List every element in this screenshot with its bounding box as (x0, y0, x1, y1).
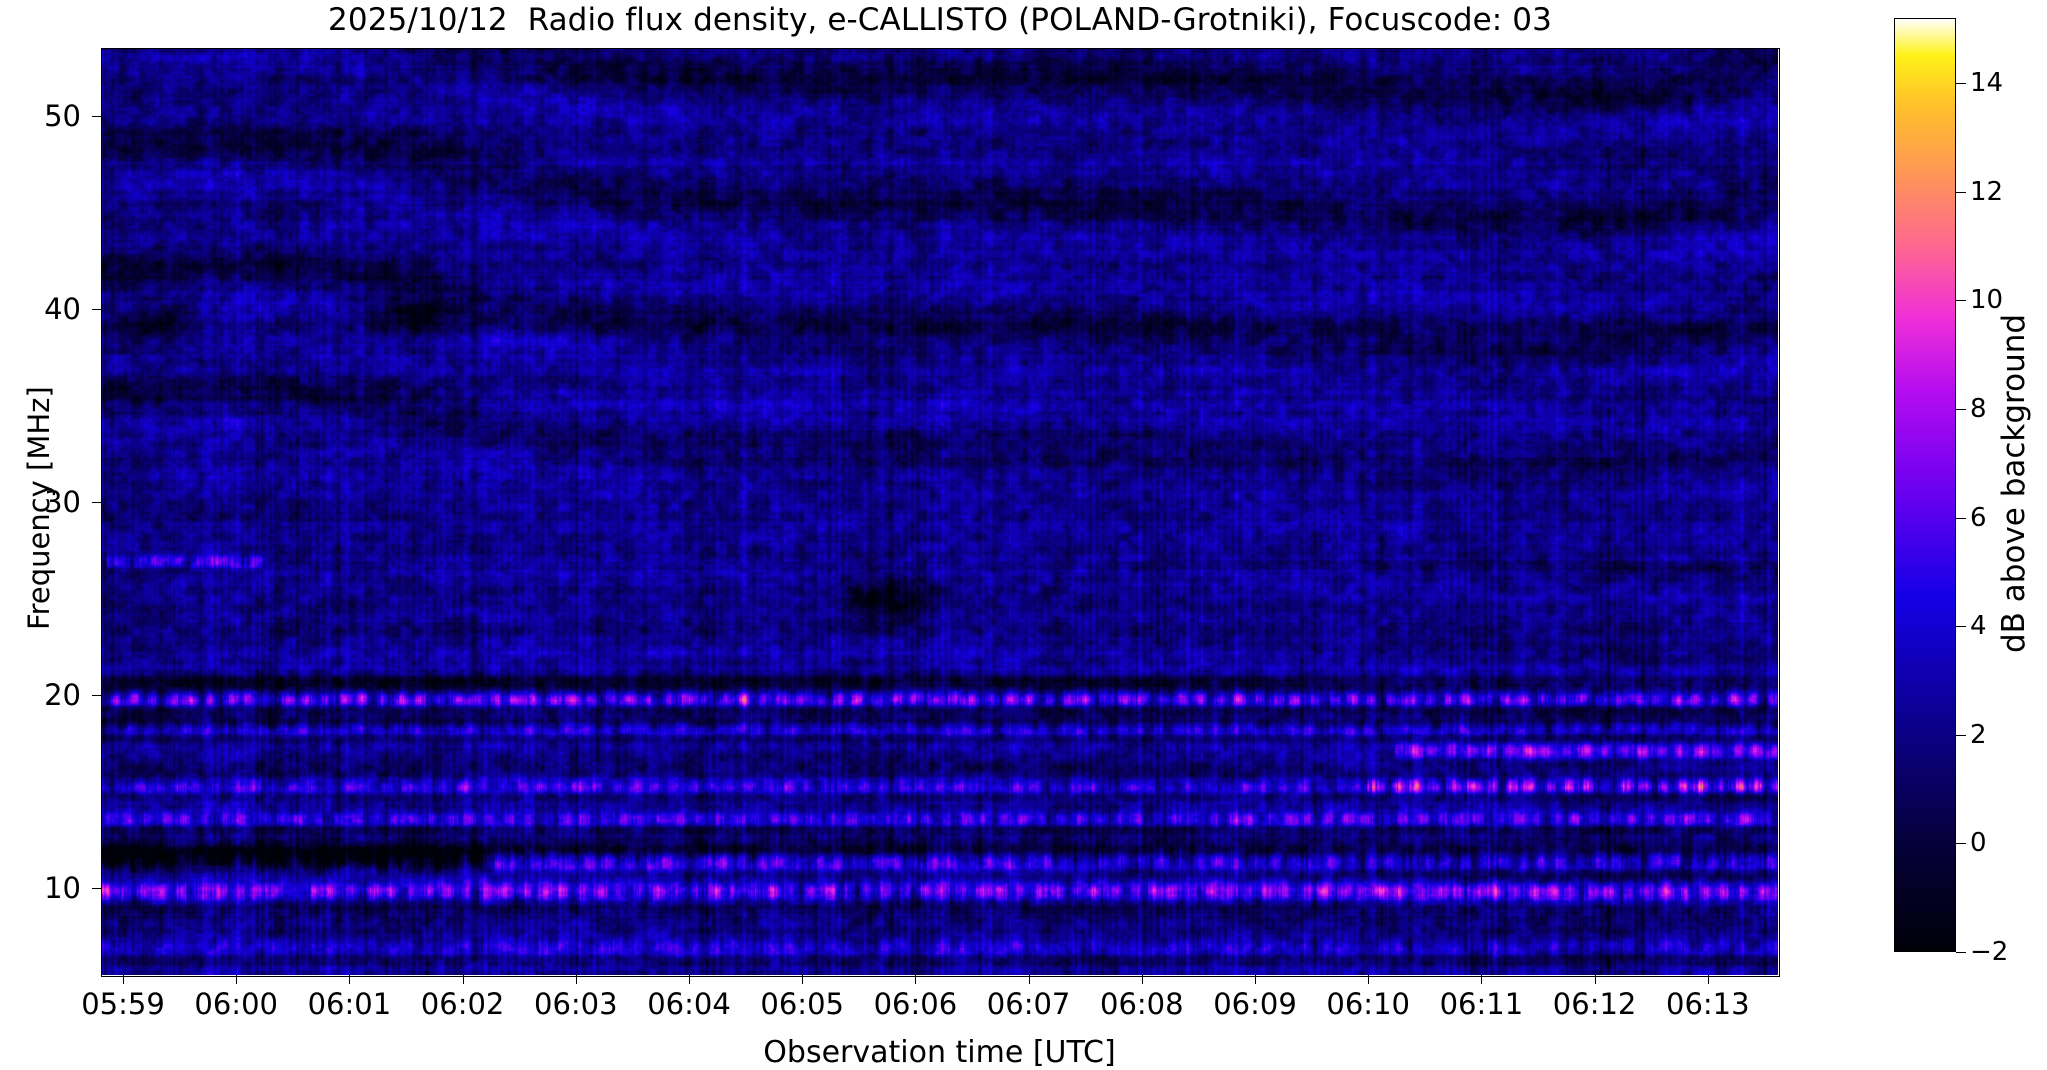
colorbar-tick-mark (1956, 626, 1966, 628)
x-tick-mark (1368, 975, 1370, 984)
colorbar-tick-label: 0 (1970, 828, 1987, 859)
x-tick-mark (462, 975, 464, 984)
colorbar-gradient (1894, 18, 1956, 952)
y-tick-mark (92, 694, 101, 696)
x-tick-mark (689, 975, 690, 984)
y-tick-label: 10 (44, 871, 81, 906)
y-tick-mark (92, 308, 101, 310)
x-tick-label: 06:01 (307, 987, 392, 1021)
x-tick-label: 06:02 (420, 987, 505, 1021)
x-tick-label: 06:04 (647, 987, 731, 1021)
x-tick-mark (123, 975, 124, 984)
x-tick-label: 06:11 (1439, 987, 1524, 1021)
y-tick-mark (92, 501, 101, 503)
colorbar-tick-label: 6 (1970, 502, 1987, 533)
colorbar-tick-label: −2 (1970, 937, 2009, 967)
x-tick-label: 06:09 (1213, 987, 1297, 1021)
spectrogram-canvas[interactable] (101, 48, 1778, 975)
x-tick-mark (1707, 975, 1709, 984)
colorbar-tick-mark (1956, 843, 1966, 845)
colorbar-tick-mark (1956, 83, 1966, 85)
colorbar-tick-mark (1956, 191, 1966, 193)
x-tick-mark (802, 975, 804, 984)
x-tick-mark (1141, 975, 1143, 984)
x-tick-label: 06:03 (534, 987, 618, 1021)
colorbar-tick-label: 14 (1970, 68, 2004, 99)
x-tick-mark (575, 975, 577, 984)
y-tick-mark (92, 115, 101, 117)
figure-title: 2025/10/12 Radio flux density, e-CALLIST… (328, 2, 1552, 38)
x-tick-label: 06:12 (1552, 987, 1637, 1021)
x-tick-label: 06:07 (986, 987, 1071, 1021)
colorbar[interactable]: −2 0 2 4 6 8 10 12 14 (1894, 18, 2008, 967)
x-tick-label: 06:00 (194, 987, 278, 1021)
y-tick-label: 40 (44, 291, 81, 326)
colorbar-tick-label: 8 (1970, 393, 1987, 424)
x-tick-label: 06:06 (873, 987, 958, 1021)
x-tick-mark (1594, 975, 1596, 984)
colorbar-tick-mark (1956, 408, 1966, 410)
x-tick-mark (349, 975, 351, 984)
colorbar-tick-mark (1956, 734, 1966, 736)
x-tick-mark (1028, 975, 1030, 984)
x-tick-mark (1481, 975, 1483, 984)
x-tick-label: 06:10 (1326, 987, 1410, 1021)
x-tick-label: 06:08 (1100, 987, 1184, 1021)
x-tick-label: 06:13 (1666, 987, 1750, 1021)
colorbar-tick-mark (1956, 952, 1966, 953)
x-tick-mark (915, 975, 917, 984)
y-tick-label: 30 (44, 484, 81, 519)
y-tick-mark (92, 888, 101, 890)
x-tick-mark (1255, 975, 1256, 984)
colorbar-tick-mark (1956, 517, 1966, 519)
colorbar-tick-label: 2 (1970, 719, 1987, 750)
y-axis-label: Frequency [MHz] (22, 385, 56, 630)
colorbar-tick-label: 10 (1970, 285, 2004, 316)
colorbar-tick-mark (1956, 300, 1966, 302)
x-tick-label: 06:05 (760, 987, 844, 1021)
x-axis-label: Observation time [UTC] (763, 1035, 1116, 1070)
y-tick-label: 50 (44, 98, 81, 133)
x-tick-mark (236, 975, 238, 984)
x-tick-label: 05:59 (81, 987, 165, 1021)
colorbar-tick-label: 12 (1970, 176, 2004, 207)
y-tick-label: 20 (44, 677, 81, 712)
colorbar-tick-label: 4 (1970, 611, 1987, 642)
spectrogram-plot-area[interactable] (101, 48, 1778, 975)
colorbar-label: dB above background (1996, 313, 2032, 653)
